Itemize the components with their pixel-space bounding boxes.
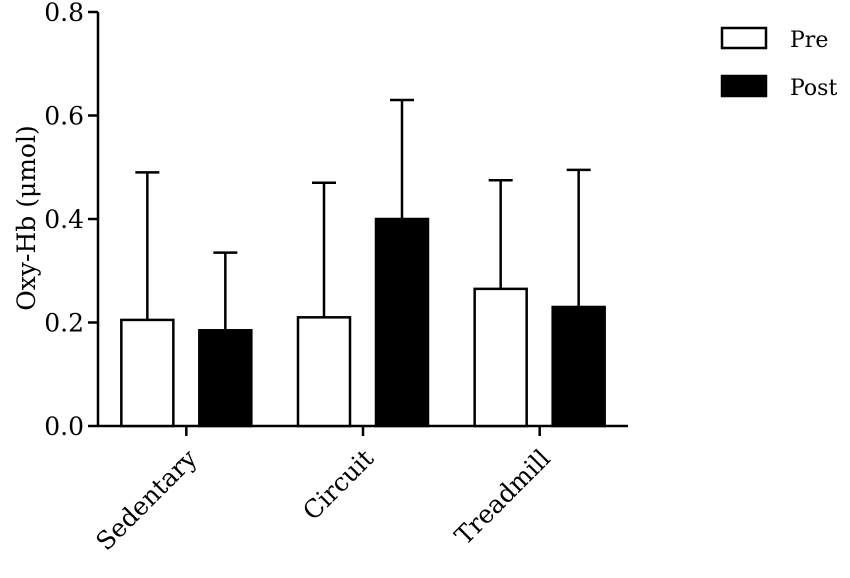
- bars: [120, 98, 606, 428]
- bar-post: [551, 305, 606, 428]
- legend: Pre Post: [720, 26, 837, 101]
- legend-swatch-pre: [720, 26, 768, 50]
- x-tick-label: Treadmill: [449, 444, 556, 551]
- y-tick-label: 0.6: [44, 102, 84, 131]
- y-tick-label: 0.0: [44, 412, 84, 441]
- x-axis: Sedentary Circuit Treadmill: [90, 424, 628, 556]
- y-tick-label: 0.2: [44, 309, 84, 338]
- y-axis-label: Oxy-Hb (μmol): [12, 125, 41, 310]
- legend-label: Pre: [790, 28, 828, 53]
- bar-pre: [473, 287, 528, 428]
- legend-swatch-post: [720, 74, 768, 98]
- x-tick-label: Sedentary: [90, 443, 203, 556]
- bar-pre: [296, 316, 352, 428]
- y-axis: 0.0 0.2 0.4 0.6 0.8: [44, 0, 100, 441]
- legend-label: Post: [790, 76, 837, 101]
- x-tick-label: Circuit: [297, 444, 379, 526]
- y-tick-label: 0.8: [44, 0, 84, 27]
- bar-post: [198, 329, 253, 428]
- bar-pre: [120, 318, 175, 428]
- y-tick-label: 0.4: [44, 205, 84, 234]
- bar-post: [374, 217, 430, 428]
